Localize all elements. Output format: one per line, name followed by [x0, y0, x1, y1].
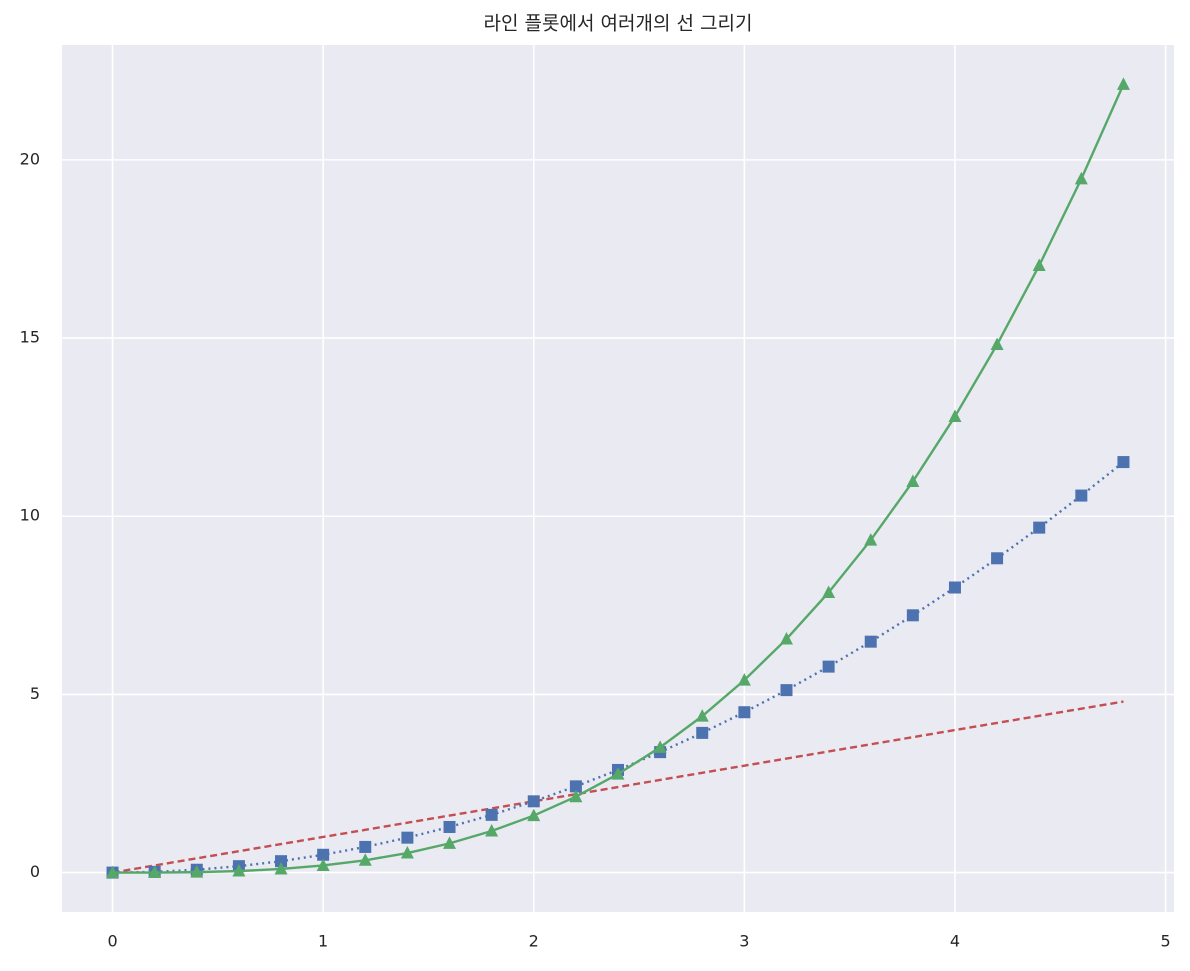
marker: [443, 820, 456, 833]
y-tick-label: 15: [20, 328, 40, 347]
x-tick-label: 2: [529, 932, 539, 951]
marker: [822, 660, 835, 673]
marker: [948, 409, 962, 422]
marker: [611, 767, 625, 780]
x-tick-label: 1: [318, 932, 328, 951]
marker: [569, 780, 582, 793]
marker: [1117, 456, 1130, 469]
marker: [780, 684, 793, 697]
marker: [695, 709, 709, 722]
marker: [569, 789, 583, 803]
marker: [991, 552, 1004, 565]
marker: [527, 808, 541, 822]
marker: [232, 864, 246, 877]
marker: [317, 848, 330, 861]
marker: [864, 635, 877, 648]
marker: [779, 632, 793, 645]
marker: [527, 795, 540, 808]
marker: [1033, 521, 1046, 534]
marker: [316, 858, 330, 871]
chart-title: 라인 플롯에서 여러개의 선 그리기: [484, 13, 753, 35]
marker: [401, 831, 414, 844]
marker: [190, 865, 204, 878]
marker: [948, 581, 961, 594]
marker: [359, 840, 372, 853]
y-tick-label: 10: [20, 506, 40, 525]
marker: [738, 706, 751, 719]
marker: [275, 855, 288, 868]
marker: [1075, 489, 1088, 502]
marker: [485, 824, 499, 837]
marker: [148, 865, 162, 879]
marker: [653, 740, 667, 753]
marker: [1074, 171, 1088, 185]
marker: [822, 585, 836, 598]
marker: [400, 846, 414, 859]
marker: [737, 673, 751, 686]
marker: [864, 533, 878, 546]
marker: [443, 836, 457, 849]
x-tick-label: 3: [739, 932, 749, 951]
series-line: [112, 700, 1124, 874]
y-tick-label: 20: [20, 149, 40, 168]
marker: [990, 337, 1004, 351]
y-tick-label: 0: [30, 862, 40, 881]
marker: [906, 609, 919, 622]
x-tick-label: 0: [107, 932, 117, 951]
marker: [696, 726, 709, 739]
x-tick-label: 4: [950, 932, 960, 951]
x-tick-label: 5: [1160, 932, 1170, 951]
marker: [106, 865, 120, 879]
marker: [358, 853, 372, 866]
marker: [1032, 258, 1046, 271]
plot-area: [62, 45, 1174, 912]
y-tick-label: 5: [30, 684, 40, 703]
marker: [485, 808, 498, 821]
marker: [1116, 77, 1130, 90]
marker: [906, 474, 920, 488]
marker: [274, 861, 288, 875]
